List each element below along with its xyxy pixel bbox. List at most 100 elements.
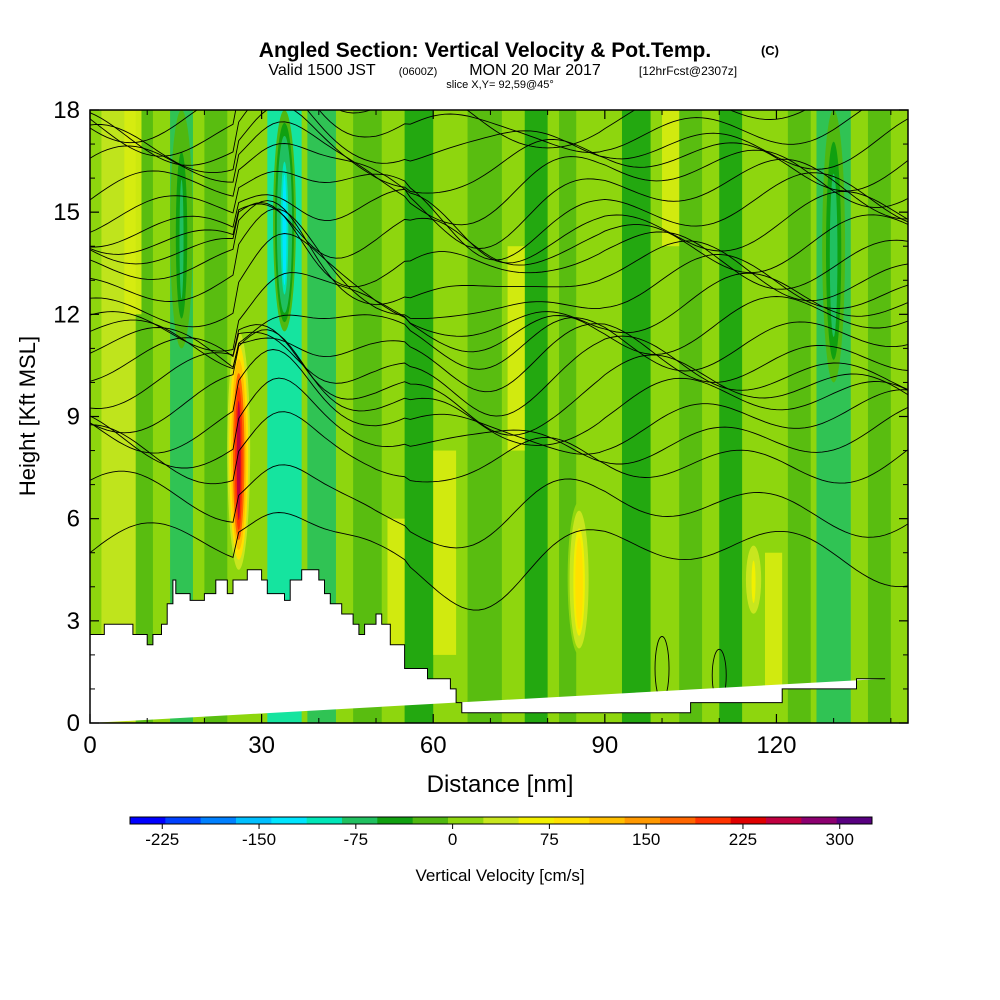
downdraft-core <box>179 179 184 299</box>
theta-contour <box>90 110 908 194</box>
updraft-core <box>236 400 241 521</box>
colorbar-tick-label: 0 <box>448 830 457 849</box>
colorbar-tick-label: -225 <box>145 830 179 849</box>
colorbar-swatch <box>306 817 343 824</box>
x-tick-label: 60 <box>420 732 447 759</box>
colorbar-swatch <box>589 817 626 824</box>
theta-contour <box>90 512 908 611</box>
y-tick-label: 15 <box>53 199 80 226</box>
colorbar-swatch <box>766 817 802 824</box>
potential-temperature-contours <box>90 110 908 702</box>
field-band <box>404 110 434 723</box>
colorbar-swatch <box>518 817 555 824</box>
theta-contour <box>90 202 908 290</box>
colorbar-swatch <box>836 817 873 824</box>
theta-contour <box>90 324 908 436</box>
colorbar-swatch <box>660 817 696 824</box>
theta-contour <box>90 272 908 355</box>
field-band <box>719 110 743 723</box>
colorbar-swatch <box>412 817 449 824</box>
colorbar-swatch <box>730 817 767 824</box>
field-patch <box>662 110 680 247</box>
terrain <box>90 569 886 723</box>
theta-contour <box>90 323 908 393</box>
colorbar-tick-label: -150 <box>242 830 276 849</box>
downdraft-core <box>831 189 836 326</box>
theta-contour <box>90 170 908 261</box>
colorbar: -225 -150 -75 0 75 150 225 300 <box>129 816 873 849</box>
theta-contour <box>90 314 908 372</box>
theta-contour <box>90 349 908 455</box>
colorbar-tick-label: 150 <box>632 830 660 849</box>
colorbar-swatch <box>200 817 237 824</box>
theta-contour <box>90 121 908 226</box>
downdraft-core <box>282 174 287 286</box>
forecast-info: [12hrFcst@2307z] <box>639 64 737 78</box>
colorbar-tick-label: 75 <box>540 830 559 849</box>
colorbar-swatch <box>377 817 414 824</box>
field-band <box>621 110 651 723</box>
colorbar-frame <box>129 816 873 825</box>
field-patch <box>507 246 525 451</box>
field-patch <box>387 518 405 655</box>
field-patch <box>764 552 783 689</box>
y-tick-label: 9 <box>67 404 80 431</box>
theta-contour <box>90 188 908 264</box>
plot-area <box>90 110 908 723</box>
colorbar-tick-label: -75 <box>344 830 369 849</box>
x-tick-label: 0 <box>83 732 96 759</box>
updraft-core <box>751 560 756 604</box>
x-axis-label: Distance [nm] <box>427 771 574 798</box>
colorbar-swatch <box>483 817 520 824</box>
y-tick-label: 12 <box>53 301 80 328</box>
y-tick-label: 18 <box>53 97 80 124</box>
colorbar-swatch <box>801 817 838 824</box>
title-unit: (C) <box>761 43 779 58</box>
theta-contour <box>90 377 908 469</box>
field-band <box>867 110 891 723</box>
theta-contour <box>90 110 863 157</box>
field-band <box>204 110 228 723</box>
colorbar-swatch <box>554 817 590 824</box>
theta-contour <box>90 143 908 249</box>
colorbar-tick-label: 225 <box>729 830 757 849</box>
axes: 0 30 60 90 120 0 3 6 9 12 15 18 <box>53 97 908 759</box>
field-patch <box>433 450 457 655</box>
vertical-velocity-field <box>90 110 908 723</box>
theta-contour <box>90 464 908 549</box>
x-tick-label: 90 <box>591 732 618 759</box>
updraft-core <box>577 546 582 623</box>
colorbar-swatch <box>695 817 732 824</box>
theta-contour <box>90 110 908 170</box>
y-tick-label: 3 <box>67 608 80 635</box>
colorbar-label: Vertical Velocity [cm/s] <box>415 866 584 885</box>
y-tick-label: 6 <box>67 506 80 533</box>
colorbar-swatch <box>165 817 202 824</box>
theta-contour <box>90 200 908 306</box>
colorbar-swatch <box>624 817 661 824</box>
theta-contour <box>90 110 807 149</box>
colorbar-tick-label: 300 <box>826 830 854 849</box>
colorbar-swatch <box>448 817 484 824</box>
valid-utc: (0600Z) <box>399 66 438 78</box>
valid-date: MON 20 Mar 2017 <box>469 62 601 79</box>
colorbar-swatch <box>271 817 308 824</box>
x-tick-label: 30 <box>248 732 275 759</box>
valid-time: Valid 1500 JST <box>268 62 376 79</box>
field-band <box>787 110 811 723</box>
theta-contour <box>90 203 908 274</box>
colorbar-swatch <box>342 817 378 824</box>
x-tick-label: 120 <box>756 732 796 759</box>
slice-info: slice X,Y= 92,59@45° <box>446 79 554 91</box>
theta-contour <box>90 329 908 446</box>
y-axis-label: Height [Kft MSL] <box>15 336 40 496</box>
colorbar-swatch <box>236 817 272 824</box>
theta-contour <box>90 208 908 320</box>
y-tick-label: 0 <box>67 710 80 737</box>
chart-title: Angled Section: Vertical Velocity & Pot.… <box>259 39 711 62</box>
field-band <box>524 110 548 723</box>
theta-contour <box>90 331 908 417</box>
theta-contour <box>90 411 908 485</box>
colorbar-swatch <box>130 817 166 824</box>
